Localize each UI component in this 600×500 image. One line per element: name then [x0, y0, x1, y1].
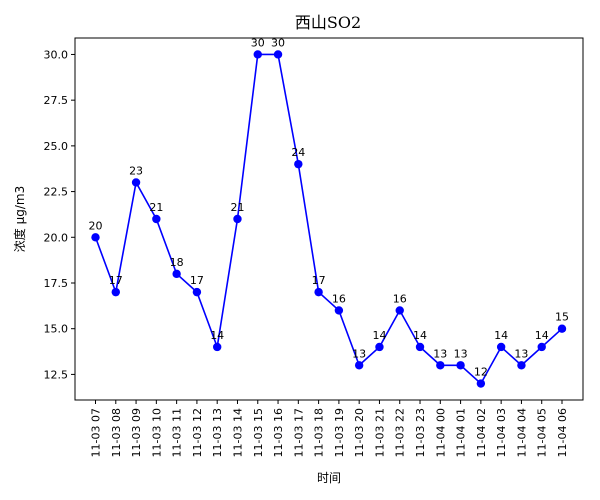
x-tick-label: 11-03 20: [353, 408, 366, 457]
data-point: [537, 342, 546, 352]
x-tick-label: 11-04 03: [495, 408, 508, 457]
data-point: [456, 361, 465, 370]
y-tick-label: 22.5: [44, 186, 69, 199]
data-point: [496, 342, 506, 352]
data-label: 14: [210, 329, 224, 342]
y-tick-label: 30.0: [44, 48, 69, 61]
data-point: [375, 342, 384, 352]
x-tick-label: 11-03 12: [191, 408, 204, 457]
data-label: 17: [109, 274, 123, 287]
data-point: [354, 361, 364, 370]
x-tick-label: 11-03 17: [292, 408, 305, 457]
x-tick-label: 11-04 02: [475, 408, 488, 457]
x-tick-label: 11-03 08: [110, 408, 123, 457]
data-point: [273, 50, 283, 59]
data-label: 13: [454, 347, 468, 360]
data-label: 14: [413, 329, 427, 342]
data-label: 15: [555, 311, 569, 324]
data-point: [233, 214, 242, 224]
data-point: [294, 159, 303, 169]
x-tick-label: 11-04 06: [556, 408, 569, 457]
plot-frame: [74, 37, 584, 401]
data-point: [111, 287, 120, 297]
data-label: 24: [291, 146, 305, 159]
x-tick-label: 11-03 14: [231, 408, 244, 457]
data-label: 13: [433, 347, 447, 360]
data-point: [314, 287, 323, 297]
data-label: 17: [190, 274, 204, 287]
x-tick-label: 11-04 00: [434, 408, 447, 457]
x-tick-label: 11-04 01: [455, 408, 468, 457]
data-label: 14: [535, 329, 549, 342]
y-axis-label: 浓度 μg/m3: [12, 186, 27, 252]
y-axis: 12.5 15.0 17.5 20.0 22.5 25.0 27.5 30.0: [44, 48, 75, 381]
data-label: 12: [474, 366, 488, 379]
y-tick-label: 12.5: [44, 368, 69, 381]
x-tick-label: 11-03 22: [394, 408, 407, 457]
data-point: [517, 361, 526, 370]
x-tick-label: 11-03 07: [90, 408, 103, 457]
x-tick-label: 11-03 21: [373, 408, 386, 457]
data-point: [557, 324, 567, 333]
plot-area: 20 17 23 21 18 17 14 21 30 30 24 17 16 13 14 16 14 13 13 12…: [89, 36, 569, 388]
data-point: [91, 233, 100, 242]
x-tick-label: 11-03 15: [252, 408, 265, 457]
series-line: [94, 53, 563, 385]
data-label: 30: [271, 36, 285, 49]
x-tick-label: 11-03 11: [171, 408, 184, 457]
data-label: 18: [170, 256, 184, 269]
x-tick-label: 11-03 23: [414, 408, 427, 457]
data-point: [476, 379, 486, 388]
x-axis: 11-03 07 11-03 08 11-03 09 11-03 10 11-03 11…: [90, 400, 569, 457]
data-label: 20: [89, 219, 103, 232]
y-tick-label: 27.5: [44, 94, 69, 107]
y-tick-label: 20.0: [44, 231, 69, 244]
data-point: [192, 287, 202, 297]
data-point: [152, 214, 161, 224]
x-tick-label: 11-03 13: [211, 408, 224, 457]
data-label: 17: [312, 274, 326, 287]
x-tick-label: 11-03 09: [130, 408, 143, 457]
data-point: [415, 342, 425, 352]
data-point: [131, 178, 141, 187]
data-point: [172, 269, 181, 279]
x-tick-label: 11-04 05: [536, 408, 549, 457]
y-tick-label: 15.0: [44, 323, 69, 336]
data-point: [253, 50, 262, 59]
data-label: 21: [149, 201, 163, 214]
x-axis-label: 时间: [317, 471, 341, 485]
x-tick-label: 11-03 18: [313, 408, 326, 457]
data-point: [436, 361, 445, 370]
x-tick-label: 11-03 10: [150, 408, 163, 457]
data-point: [395, 306, 404, 315]
data-label: 23: [129, 164, 143, 177]
data-label: 13: [514, 347, 528, 360]
y-tick-label: 25.0: [44, 140, 69, 153]
x-tick-label: 11-04 04: [515, 408, 528, 457]
data-label: 14: [494, 329, 508, 342]
data-label: 30: [251, 36, 265, 49]
y-tick-label: 17.5: [44, 277, 69, 290]
chart-title: 西山SO2: [295, 13, 361, 32]
data-label: 14: [372, 329, 386, 342]
data-point: [212, 342, 222, 352]
data-point: [334, 306, 344, 315]
x-tick-label: 11-03 19: [333, 408, 346, 457]
data-label: 16: [332, 292, 346, 305]
data-label: 16: [393, 292, 407, 305]
data-label: 13: [352, 347, 366, 360]
x-tick-label: 11-03 16: [272, 408, 285, 457]
data-label: 21: [230, 201, 244, 214]
